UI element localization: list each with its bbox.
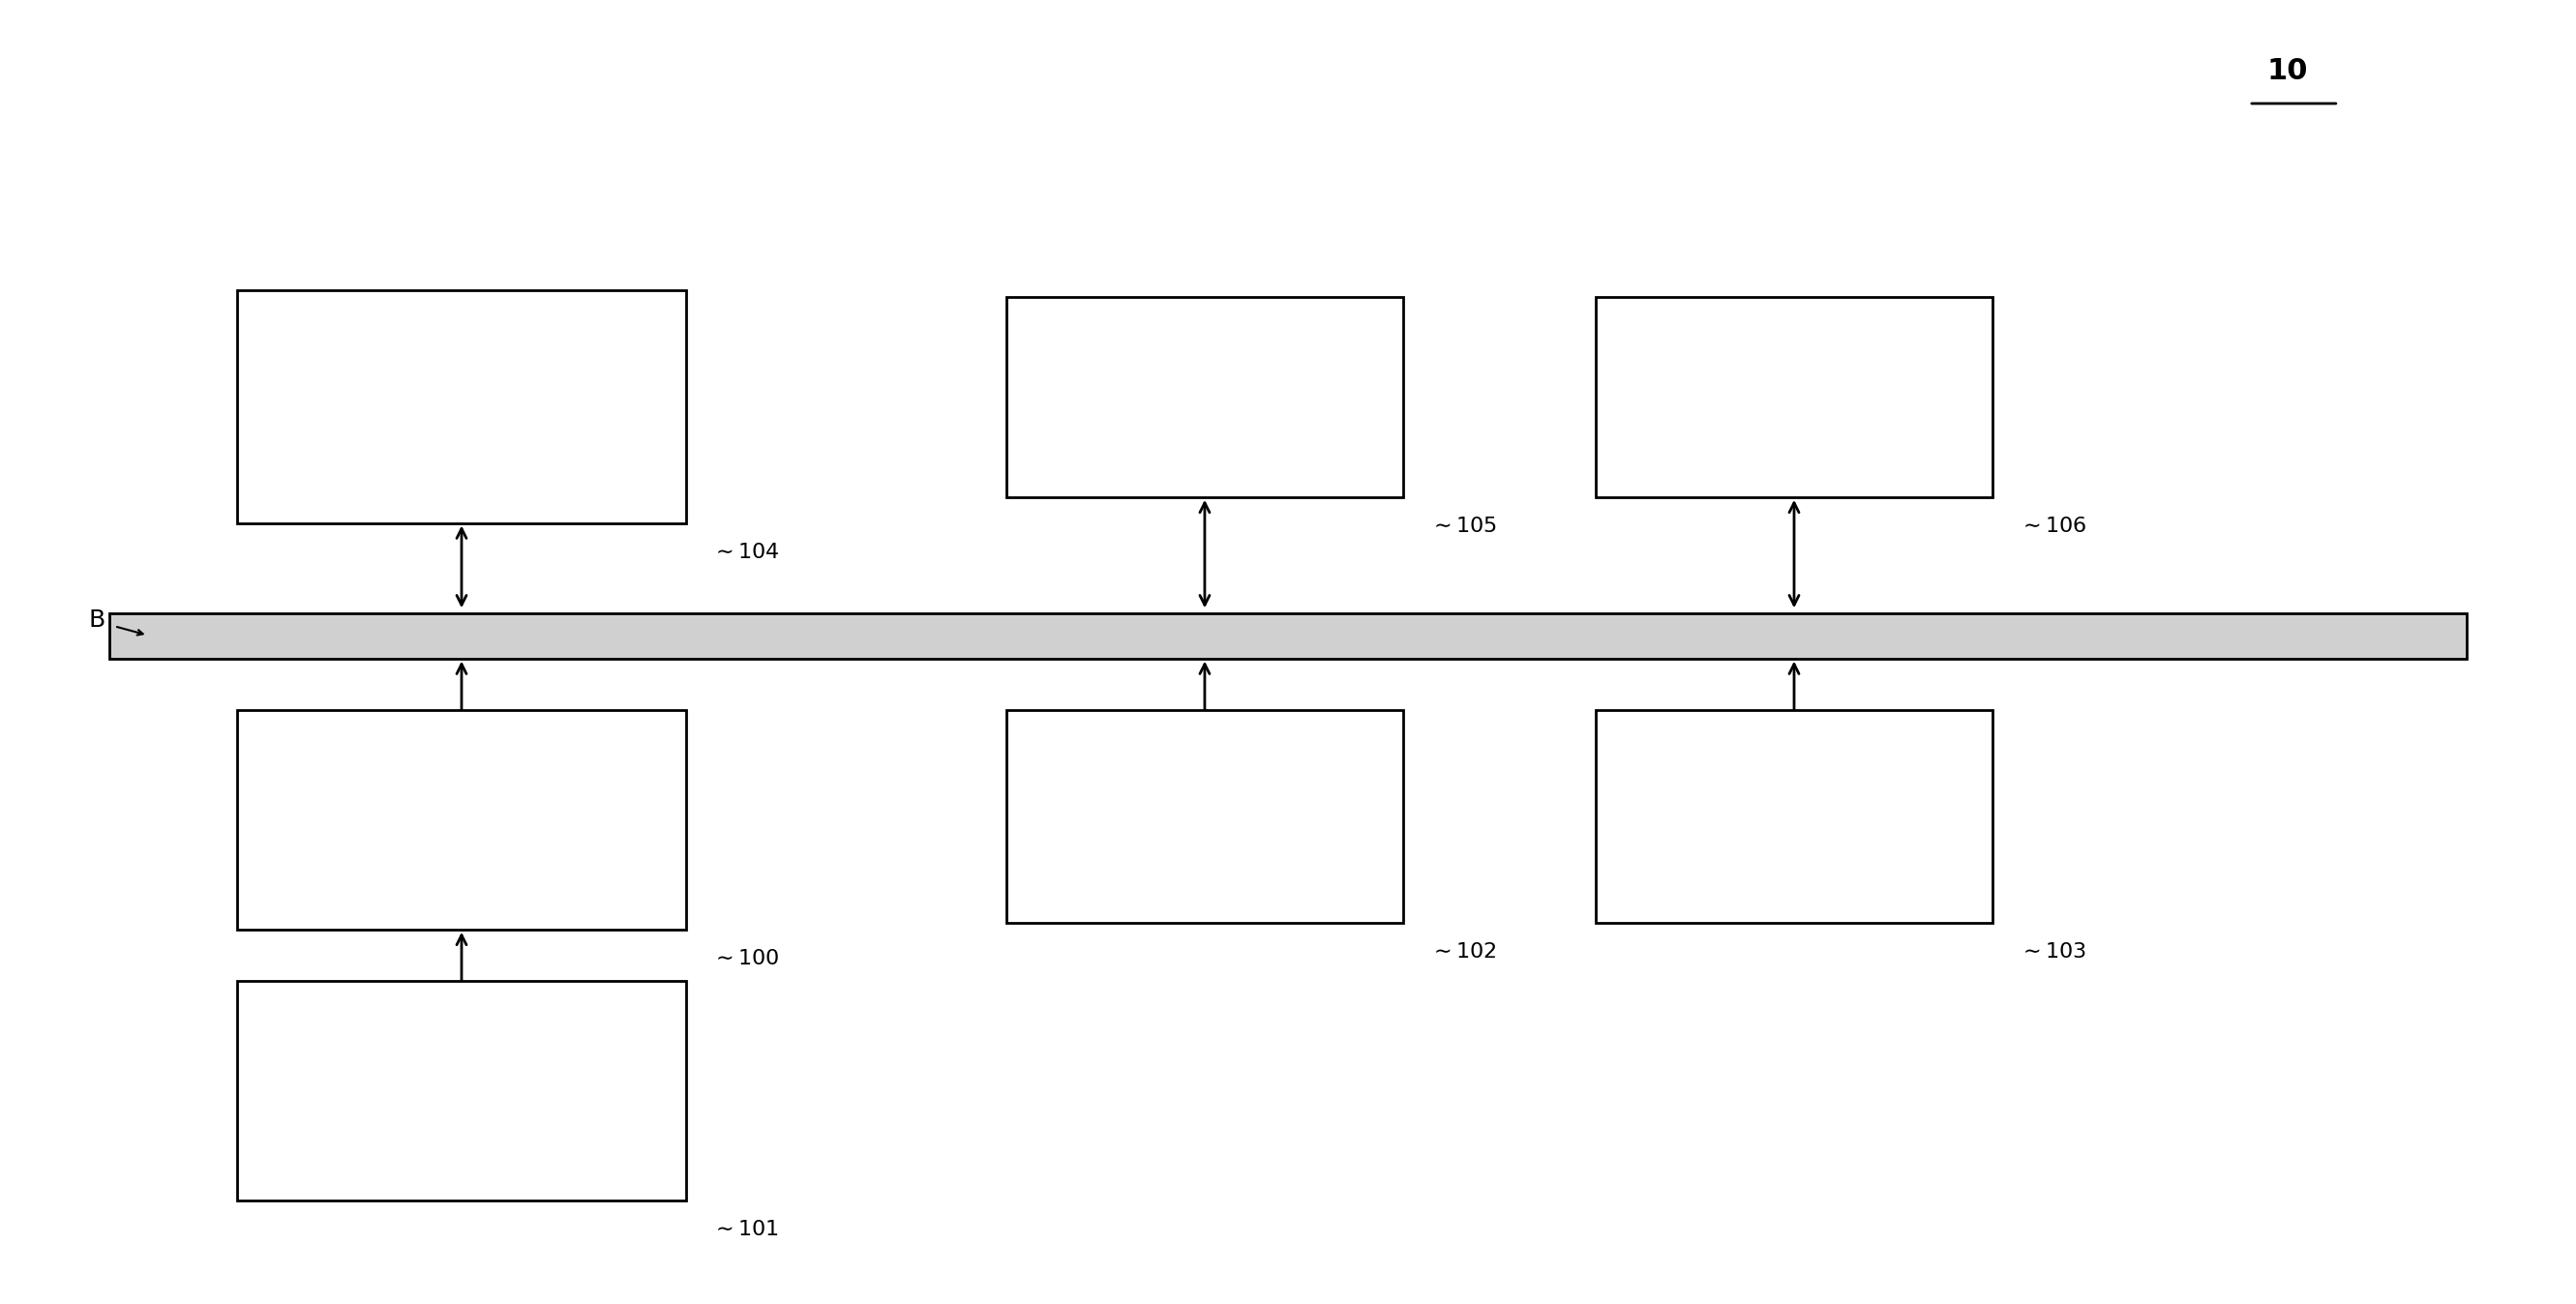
Text: 10: 10 [2267, 57, 2308, 85]
Text: $\mathregular{\sim}$104: $\mathregular{\sim}$104 [711, 542, 781, 562]
Text: STORAGE
MEDIUM: STORAGE MEDIUM [407, 1064, 515, 1118]
Text: $\mathregular{\sim}$105: $\mathregular{\sim}$105 [1430, 516, 1497, 536]
Text: MEMORY
DEVICE: MEMORY DEVICE [1744, 790, 1844, 844]
FancyBboxPatch shape [237, 291, 685, 523]
Text: DRIVE
DEVICE: DRIVE DEVICE [420, 793, 505, 846]
FancyBboxPatch shape [108, 613, 2468, 659]
Text: DISPLAY
DEVICE: DISPLAY DEVICE [1157, 370, 1252, 424]
Text: $\mathregular{\sim}$103: $\mathregular{\sim}$103 [2020, 943, 2087, 962]
Text: AUXILIARY
STORAGE: AUXILIARY STORAGE [1146, 790, 1265, 844]
FancyBboxPatch shape [1007, 711, 1404, 923]
Text: B: B [88, 608, 106, 631]
Text: COMPUTATION
DEVICE: COMPUTATION DEVICE [379, 379, 546, 434]
FancyBboxPatch shape [1595, 711, 1994, 923]
FancyBboxPatch shape [1007, 297, 1404, 497]
Text: $\mathregular{\sim}$100: $\mathregular{\sim}$100 [711, 949, 781, 968]
Text: $\mathregular{\sim}$101: $\mathregular{\sim}$101 [711, 1219, 778, 1239]
Text: $\mathregular{\sim}$106: $\mathregular{\sim}$106 [2020, 516, 2087, 536]
Text: INPUT
DEVICE: INPUT DEVICE [1752, 370, 1837, 424]
FancyBboxPatch shape [1595, 297, 1994, 497]
Text: $\mathregular{\sim}$102: $\mathregular{\sim}$102 [1430, 943, 1497, 962]
FancyBboxPatch shape [237, 981, 685, 1201]
FancyBboxPatch shape [237, 711, 685, 930]
